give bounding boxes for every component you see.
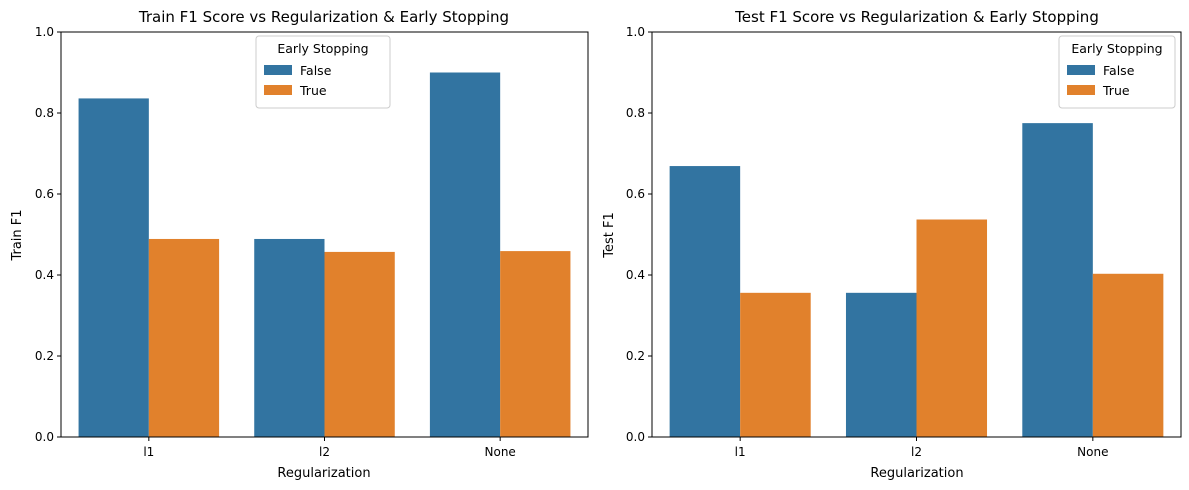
chart-title: Train F1 Score vs Regularization & Early… bbox=[138, 8, 509, 26]
y-tick-label: 0.8 bbox=[35, 106, 54, 120]
y-axis-label: Test F1 bbox=[602, 212, 617, 258]
test-f1-chart: Test F1 Score vs Regularization & Early … bbox=[602, 8, 1182, 481]
bar-true-l1 bbox=[740, 292, 811, 437]
x-axis-label: Regularization bbox=[277, 466, 370, 481]
y-tick-label: 1.0 bbox=[35, 25, 54, 39]
y-tick-label: 0.6 bbox=[35, 187, 54, 201]
x-tick-label: l2 bbox=[911, 445, 922, 459]
legend-label-true: True bbox=[299, 83, 327, 98]
y-tick-label: 0.0 bbox=[35, 430, 54, 444]
bar-true-none bbox=[500, 251, 571, 437]
x-tick-label: None bbox=[485, 445, 516, 459]
legend-title: Early Stopping bbox=[1071, 41, 1162, 56]
x-tick-label: l2 bbox=[319, 445, 330, 459]
legend-swatch-false bbox=[1067, 65, 1095, 75]
y-axis-label: Train F1 bbox=[10, 209, 25, 261]
bar-false-l2 bbox=[845, 292, 917, 437]
y-tick-label: 0.8 bbox=[626, 106, 645, 120]
y-tick-label: 0.6 bbox=[626, 187, 645, 201]
bar-false-none bbox=[1022, 123, 1093, 438]
y-tick-label: 0.2 bbox=[626, 349, 645, 363]
y-tick-label: 0.4 bbox=[35, 268, 54, 282]
bar-true-l1 bbox=[148, 238, 220, 437]
legend-title: Early Stopping bbox=[277, 41, 368, 56]
legend-swatch-false bbox=[264, 65, 292, 75]
legend-label-false: False bbox=[1103, 63, 1135, 78]
legend-label-false: False bbox=[300, 63, 332, 78]
bar-true-none bbox=[1092, 273, 1164, 437]
legend-swatch-true bbox=[1067, 85, 1095, 95]
y-tick-label: 0.4 bbox=[626, 268, 645, 282]
bar-true-l2 bbox=[916, 219, 988, 437]
legend-label-true: True bbox=[1102, 83, 1130, 98]
x-tick-label: l1 bbox=[143, 445, 154, 459]
chart-title: Test F1 Score vs Regularization & Early … bbox=[734, 8, 1099, 26]
x-axis-label: Regularization bbox=[870, 466, 963, 481]
bar-false-l2 bbox=[254, 238, 325, 437]
y-tick-label: 1.0 bbox=[626, 25, 645, 39]
y-tick-label: 0.2 bbox=[35, 349, 54, 363]
bar-false-l1 bbox=[78, 98, 149, 438]
x-tick-label: l1 bbox=[735, 445, 746, 459]
bar-false-l1 bbox=[669, 166, 741, 437]
train-f1-chart: Train F1 Score vs Regularization & Early… bbox=[10, 8, 589, 481]
bar-true-l2 bbox=[324, 251, 395, 437]
bar-false-none bbox=[429, 72, 501, 437]
x-tick-label: None bbox=[1077, 445, 1108, 459]
legend-swatch-true bbox=[264, 85, 292, 95]
y-tick-label: 0.0 bbox=[626, 430, 645, 444]
